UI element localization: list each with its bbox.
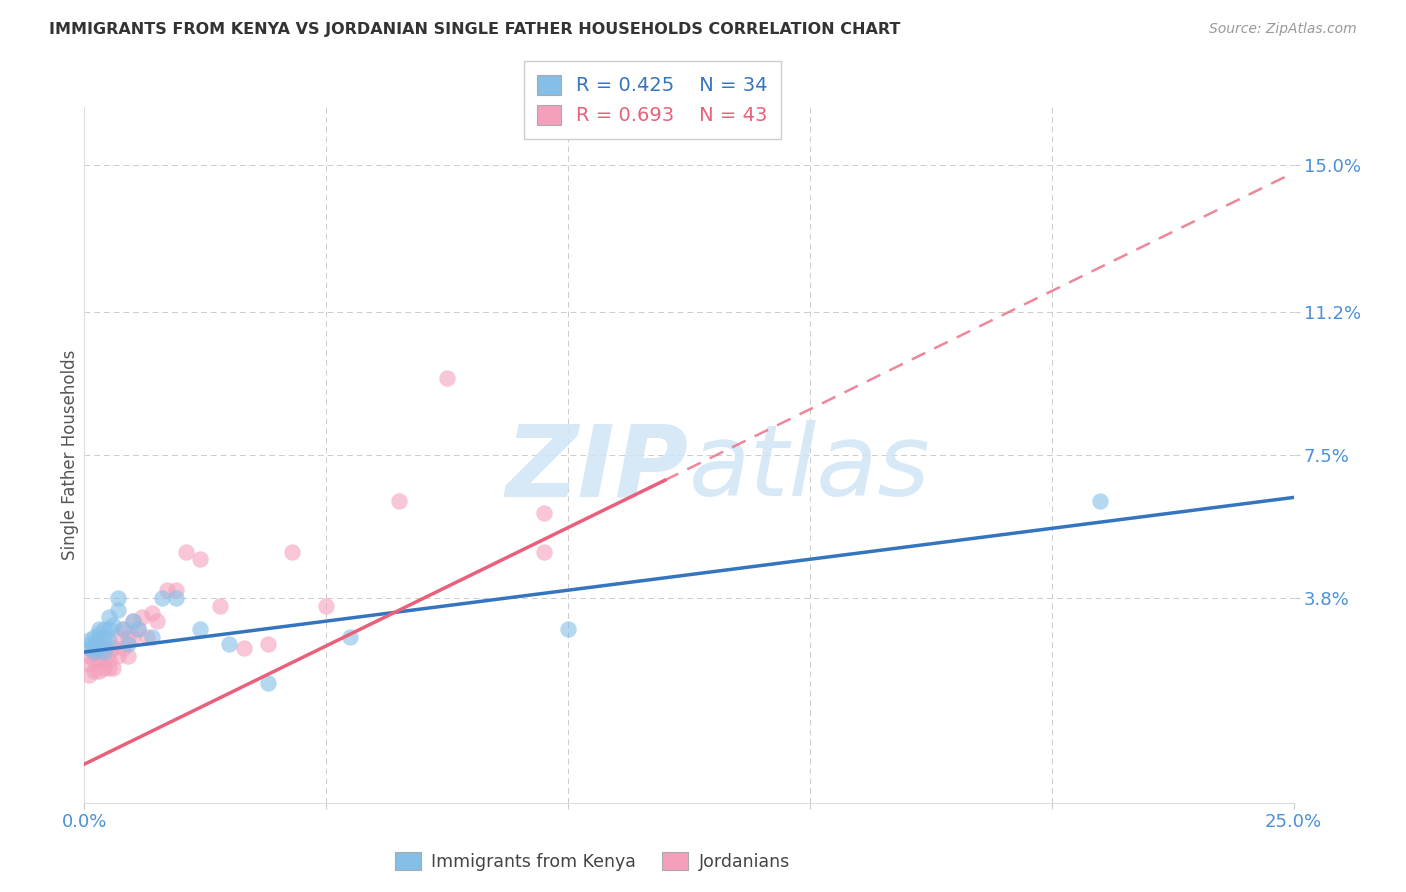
Point bbox=[112, 622, 135, 636]
Point bbox=[77, 668, 100, 682]
Point bbox=[150, 591, 173, 605]
Point bbox=[97, 660, 120, 674]
Point bbox=[208, 599, 231, 613]
Point bbox=[93, 645, 115, 659]
Point bbox=[97, 653, 120, 667]
Point bbox=[87, 665, 110, 679]
Point bbox=[174, 544, 197, 558]
Text: IMMIGRANTS FROM KENYA VS JORDANIAN SINGLE FATHER HOUSEHOLDS CORRELATION CHART: IMMIGRANTS FROM KENYA VS JORDANIAN SINGL… bbox=[49, 22, 901, 37]
Point bbox=[233, 641, 256, 656]
Point bbox=[87, 622, 110, 636]
Point bbox=[83, 630, 105, 644]
Point bbox=[107, 602, 129, 616]
Point bbox=[83, 645, 105, 659]
Point bbox=[257, 637, 280, 651]
Point bbox=[87, 637, 110, 651]
Point bbox=[165, 591, 187, 605]
Point bbox=[281, 544, 304, 558]
Point bbox=[77, 641, 100, 656]
Point bbox=[83, 653, 105, 667]
Point bbox=[533, 506, 555, 520]
Point bbox=[83, 645, 105, 659]
Point bbox=[93, 641, 115, 656]
Point bbox=[121, 614, 143, 628]
Point bbox=[155, 583, 177, 598]
Point bbox=[77, 648, 100, 663]
Point bbox=[117, 648, 139, 663]
Point bbox=[83, 641, 105, 656]
Point bbox=[117, 630, 139, 644]
Point bbox=[93, 660, 115, 674]
Point bbox=[103, 660, 125, 674]
Point bbox=[117, 637, 139, 651]
Point bbox=[436, 370, 458, 384]
Point bbox=[121, 630, 143, 644]
Point bbox=[97, 622, 120, 636]
Point bbox=[77, 657, 100, 671]
Point bbox=[97, 610, 120, 624]
Point bbox=[107, 591, 129, 605]
Point bbox=[127, 622, 149, 636]
Point bbox=[77, 637, 100, 651]
Point bbox=[83, 665, 105, 679]
Point bbox=[388, 494, 411, 508]
Text: Source: ZipAtlas.com: Source: ZipAtlas.com bbox=[1209, 22, 1357, 37]
Point bbox=[93, 653, 115, 667]
Point bbox=[315, 599, 337, 613]
Point bbox=[190, 622, 212, 636]
Point bbox=[97, 645, 120, 659]
Point bbox=[112, 641, 135, 656]
Point bbox=[131, 610, 153, 624]
Point bbox=[190, 552, 212, 566]
Point bbox=[1088, 494, 1111, 508]
Point bbox=[93, 622, 115, 636]
Point bbox=[97, 633, 120, 648]
Point bbox=[339, 630, 361, 644]
Point bbox=[103, 641, 125, 656]
Point bbox=[83, 637, 105, 651]
Point bbox=[87, 625, 110, 640]
Point bbox=[136, 630, 159, 644]
Point bbox=[93, 637, 115, 651]
Point bbox=[107, 648, 129, 663]
Legend: Immigrants from Kenya, Jordanians: Immigrants from Kenya, Jordanians bbox=[388, 845, 797, 878]
Point bbox=[103, 618, 125, 632]
Text: ZIP: ZIP bbox=[506, 420, 689, 517]
Text: atlas: atlas bbox=[689, 420, 931, 517]
Point bbox=[533, 544, 555, 558]
Y-axis label: Single Father Households: Single Father Households bbox=[62, 350, 80, 560]
Point bbox=[77, 633, 100, 648]
Point bbox=[87, 633, 110, 648]
Point bbox=[93, 630, 115, 644]
Point bbox=[112, 622, 135, 636]
Point bbox=[165, 583, 187, 598]
Point bbox=[557, 622, 579, 636]
Point bbox=[107, 630, 129, 644]
Point bbox=[121, 614, 143, 628]
Point bbox=[141, 607, 163, 621]
Point bbox=[87, 653, 110, 667]
Point bbox=[127, 622, 149, 636]
Point bbox=[146, 614, 169, 628]
Point bbox=[87, 641, 110, 656]
Point bbox=[218, 637, 240, 651]
Point bbox=[141, 630, 163, 644]
Point bbox=[257, 676, 280, 690]
